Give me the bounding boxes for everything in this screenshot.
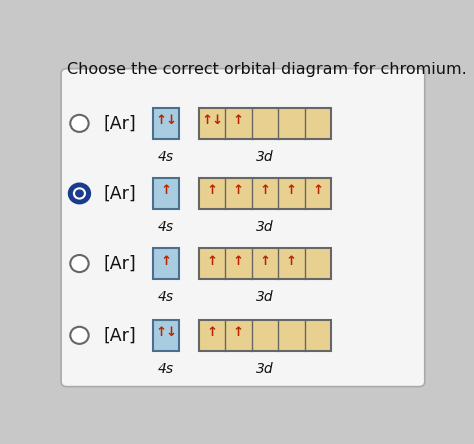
Text: ↑: ↑ [286, 185, 297, 198]
Bar [278, 248, 305, 279]
Text: [Ar]: [Ar] [103, 184, 136, 202]
Bar [199, 320, 331, 351]
Circle shape [70, 255, 89, 272]
Text: ↓: ↓ [165, 115, 176, 127]
Text: [Ar]: [Ar] [103, 326, 136, 345]
Text: 4s: 4s [158, 220, 174, 234]
Text: ↓: ↓ [165, 326, 176, 339]
Bar [278, 108, 305, 139]
Circle shape [70, 327, 89, 344]
Text: ↑: ↑ [155, 326, 166, 339]
FancyBboxPatch shape [61, 69, 425, 387]
Bar [252, 248, 278, 279]
Text: ↑: ↑ [202, 115, 213, 127]
Bar [199, 320, 225, 351]
Text: ↑: ↑ [233, 185, 244, 198]
Text: ↑: ↑ [233, 326, 244, 339]
Text: ↑: ↑ [207, 254, 218, 268]
Bar [199, 108, 225, 139]
Text: ↑: ↑ [160, 254, 171, 268]
Text: ↑: ↑ [233, 254, 244, 268]
Text: 4s: 4s [158, 150, 174, 164]
Bar [199, 108, 331, 139]
Circle shape [73, 187, 86, 200]
Text: ↑: ↑ [259, 185, 271, 198]
Text: [Ar]: [Ar] [103, 115, 136, 132]
Bar [199, 178, 331, 209]
Bar [305, 248, 331, 279]
Bar [278, 320, 305, 351]
Bar [252, 108, 278, 139]
Circle shape [69, 184, 90, 203]
Text: 3d: 3d [256, 362, 274, 376]
Bar [199, 178, 225, 209]
Bar [153, 178, 179, 209]
Bar [305, 320, 331, 351]
Text: ↑: ↑ [160, 185, 171, 198]
Text: ↑: ↑ [233, 115, 244, 127]
Text: ↑: ↑ [312, 185, 323, 198]
Text: 4s: 4s [158, 290, 174, 304]
Bar [199, 248, 225, 279]
Bar [225, 248, 252, 279]
Bar [305, 108, 331, 139]
Text: 3d: 3d [256, 220, 274, 234]
Bar [153, 248, 179, 279]
Bar [252, 178, 278, 209]
Bar [199, 248, 331, 279]
Bar [225, 108, 252, 139]
Bar [225, 320, 252, 351]
Text: 4s: 4s [158, 362, 174, 376]
Bar [153, 108, 179, 139]
Bar [225, 178, 252, 209]
Text: [Ar]: [Ar] [103, 254, 136, 273]
Text: ↓: ↓ [211, 115, 222, 127]
Text: 3d: 3d [256, 290, 274, 304]
Text: ↑: ↑ [207, 326, 218, 339]
Circle shape [70, 115, 89, 132]
Text: Choose the correct orbital diagram for chromium.: Choose the correct orbital diagram for c… [66, 62, 466, 77]
Text: 3d: 3d [256, 150, 274, 164]
Text: ↑: ↑ [286, 254, 297, 268]
Bar [278, 178, 305, 209]
Text: ↑: ↑ [207, 185, 218, 198]
Bar [305, 178, 331, 209]
Text: ↑: ↑ [259, 254, 271, 268]
Circle shape [75, 189, 84, 198]
Bar [153, 320, 179, 351]
Bar [252, 320, 278, 351]
Text: ↑: ↑ [155, 115, 166, 127]
